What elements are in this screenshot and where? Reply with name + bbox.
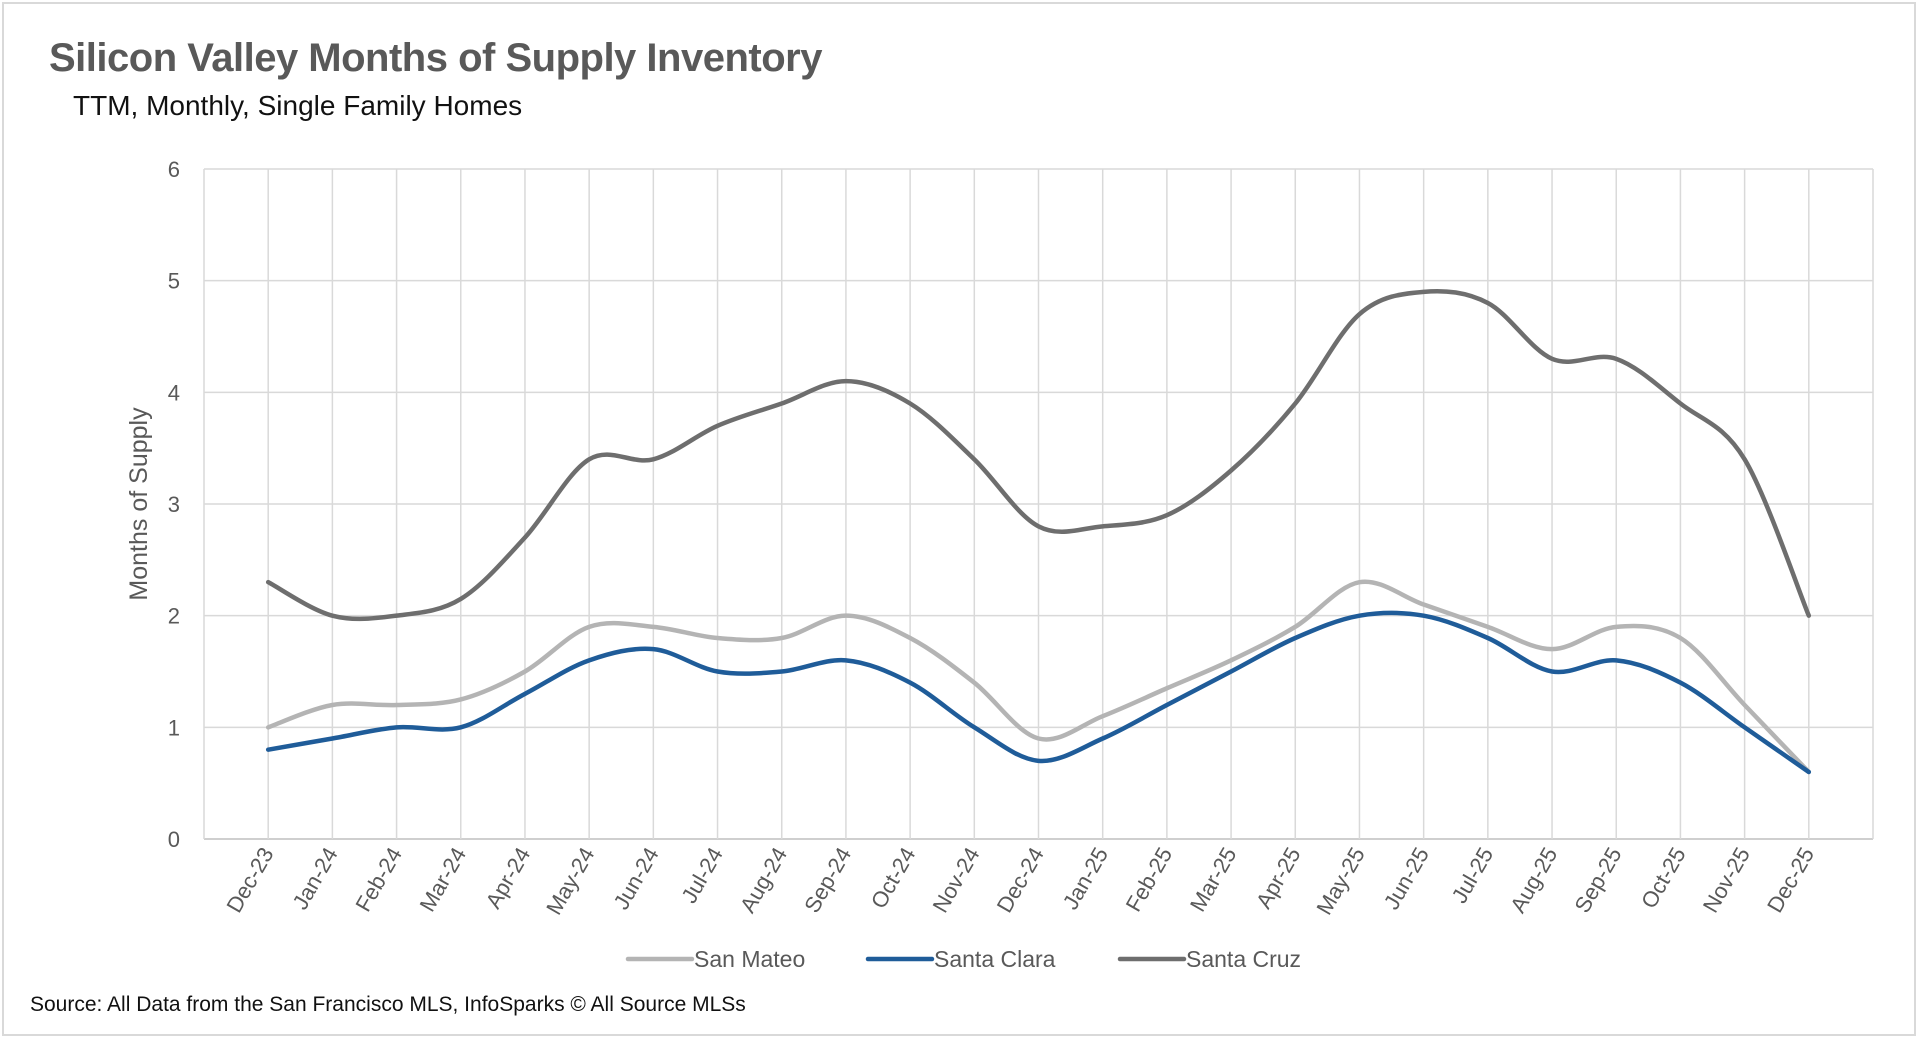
x-tick-label: Nov-24	[928, 843, 985, 917]
x-tick-label: Feb-24	[350, 843, 407, 916]
x-tick-label: May-24	[541, 843, 599, 919]
x-tick-label: Apr-24	[481, 843, 536, 913]
x-tick-label: Oct-24	[866, 843, 921, 913]
x-tick-label: Aug-25	[1505, 843, 1562, 917]
legend-label-santa-clara: Santa Clara	[934, 946, 1056, 972]
y-tick-label: 3	[168, 492, 180, 517]
series-line-san-mateo	[265, 579, 1812, 775]
x-tick-label: Jun-25	[1379, 843, 1434, 914]
x-tick-label: May-25	[1311, 843, 1369, 919]
x-tick-label: Jan-25	[1058, 843, 1113, 914]
x-tick-label: Mar-24	[415, 843, 471, 916]
chart-subtitle: TTM, Monthly, Single Family Homes	[73, 90, 523, 121]
x-tick-label: Jun-24	[608, 843, 663, 914]
y-axis-label: Months of Supply	[125, 407, 153, 601]
x-tick-label: Jul-25	[1447, 843, 1499, 907]
y-tick-label: 1	[168, 715, 180, 740]
chart-title: Silicon Valley Months of Supply Inventor…	[49, 36, 822, 80]
x-tick-label: Oct-25	[1636, 843, 1691, 913]
x-tick-label: Jul-24	[676, 843, 728, 907]
legend-label-san-mateo: San Mateo	[694, 946, 805, 972]
x-tick-label: Jan-24	[287, 843, 342, 914]
x-tick-label: Nov-25	[1698, 843, 1755, 917]
legend-label-santa-cruz: Santa Cruz	[1186, 946, 1301, 972]
x-tick-label: Sep-24	[799, 843, 856, 917]
x-tick-label: Dec-25	[1762, 843, 1819, 917]
y-tick-label: 0	[168, 827, 180, 852]
x-tick-label: Dec-23	[221, 843, 278, 917]
y-tick-label: 4	[168, 380, 180, 405]
y-tick-label: 5	[168, 269, 180, 294]
series-line-santa-cruz	[265, 288, 1812, 622]
x-tick-label: Feb-25	[1121, 843, 1178, 916]
x-tick-label: Aug-24	[735, 843, 792, 917]
y-tick-label: 2	[168, 604, 180, 629]
x-tick-label: Mar-25	[1185, 843, 1241, 916]
x-tick-label: Dec-24	[992, 843, 1049, 917]
y-tick-label: 6	[168, 157, 180, 182]
x-tick-label: Sep-25	[1569, 843, 1626, 917]
x-tick-label: Apr-25	[1251, 843, 1306, 913]
source-note: Source: All Data from the San Francisco …	[30, 993, 746, 1016]
